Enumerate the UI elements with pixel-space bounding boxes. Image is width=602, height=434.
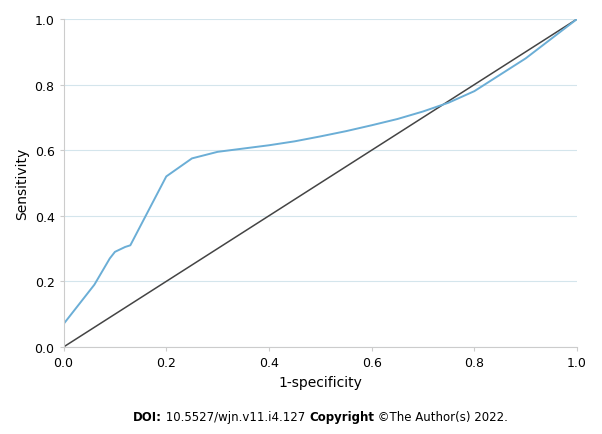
Text: DOI:: DOI: bbox=[133, 410, 162, 423]
Text: ©The Author(s) 2022.: ©The Author(s) 2022. bbox=[374, 410, 507, 423]
Y-axis label: Sensitivity: Sensitivity bbox=[15, 148, 29, 220]
X-axis label: 1-specificity: 1-specificity bbox=[278, 375, 362, 389]
Text: 10.5527/wjn.v11.i4.127: 10.5527/wjn.v11.i4.127 bbox=[162, 410, 309, 423]
Text: Copyright: Copyright bbox=[309, 410, 374, 423]
